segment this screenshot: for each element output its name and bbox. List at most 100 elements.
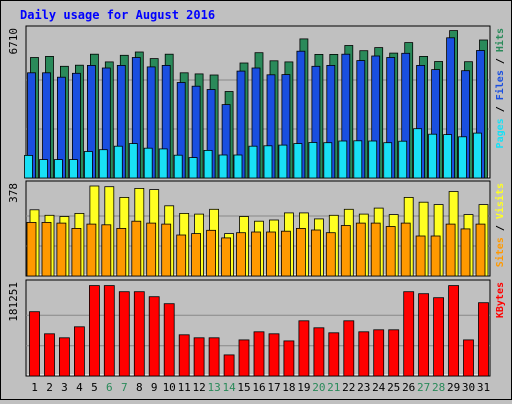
bar-kbytes [193, 337, 205, 377]
bar-sites [415, 235, 426, 277]
bar-pages [293, 143, 303, 179]
bar-kbytes [268, 333, 280, 377]
bar-kbytes [373, 329, 385, 377]
x-tick-label: 8 [136, 381, 143, 394]
x-tick-label: 30 [462, 381, 475, 394]
bar-pages [458, 136, 467, 179]
bar-sites [86, 223, 97, 277]
bar-pages [398, 140, 408, 179]
bar-sites [340, 225, 351, 277]
bar-pages [308, 142, 318, 179]
x-tick-label: 6 [106, 381, 113, 394]
bar-sites [131, 220, 142, 277]
bar-kbytes [343, 320, 355, 377]
bar-sites [26, 221, 37, 277]
bar-kbytes [478, 302, 489, 377]
scale-label: 378 [7, 183, 20, 203]
bar-sites [385, 226, 396, 277]
x-tick-label: 1 [31, 381, 38, 394]
bar-pages [338, 140, 348, 179]
x-tick-label: 19 [297, 381, 310, 394]
legend-entry: / [495, 52, 506, 70]
bar-kbytes [283, 340, 295, 377]
bar-pages [278, 144, 288, 179]
bar-pages [323, 142, 333, 179]
bar-sites [280, 230, 291, 277]
legend-entry: Visits [494, 183, 506, 219]
bar-sites [400, 222, 411, 277]
x-tick-label: 2 [46, 381, 53, 394]
x-tick-label: 13 [207, 381, 220, 394]
x-tick-label: 16 [252, 381, 265, 394]
bar-pages [173, 154, 183, 179]
bar-pages [24, 154, 33, 179]
legend-entry: Pages [495, 118, 506, 148]
x-tick-label: 22 [342, 381, 355, 394]
bar-pages [128, 143, 138, 179]
bar-kbytes [418, 293, 430, 377]
x-tick-label: 21 [327, 381, 340, 394]
chart-title: Daily usage for August 2016 [20, 8, 215, 22]
bar-sites [116, 227, 127, 277]
bar-kbytes [313, 327, 325, 377]
bar-sites [206, 229, 217, 277]
bar-pages [383, 142, 393, 179]
bar-sites [370, 222, 381, 277]
x-tick-label: 7 [121, 381, 128, 394]
bar-sites [266, 231, 276, 277]
bar-sites [310, 229, 321, 277]
bar-sites [475, 223, 486, 277]
x-tick-label: 3 [61, 381, 68, 394]
x-tick-label: 9 [151, 381, 158, 394]
bar-sites [176, 234, 187, 277]
bar-pages [203, 149, 213, 179]
legend-entry: KBytes [495, 282, 506, 318]
bar-kbytes [148, 296, 160, 377]
bar-kbytes [59, 337, 70, 377]
bar-sites [101, 224, 112, 277]
bar-pages [84, 151, 93, 179]
bar-pages [143, 147, 153, 179]
x-tick-label: 31 [477, 381, 490, 394]
bar-kbytes [74, 326, 85, 377]
x-tick-label: 18 [282, 381, 295, 394]
panel-legend: Pages / Files / Hits [494, 28, 506, 148]
x-tick-label: 24 [372, 381, 386, 394]
bar-sites [445, 223, 456, 277]
legend-entry: / [495, 100, 506, 118]
bar-kbytes [223, 354, 235, 377]
bar-kbytes [253, 331, 265, 377]
panel-bottom: 181251 KBytes [7, 279, 506, 377]
bar-sites [221, 237, 232, 277]
bar-kbytes [463, 339, 474, 377]
bar-sites [430, 235, 441, 277]
bar-kbytes [403, 291, 415, 377]
x-tick-label: 23 [357, 381, 370, 394]
bar-kbytes [118, 291, 130, 377]
x-axis-labels: 1 2 3 4 5 6 7 8 9 10 11 12 13 14 15 16 17 18 19 20 21 22 23 24 2… [31, 381, 490, 394]
bar-pages [368, 140, 378, 179]
legend-entry: Sites [494, 237, 506, 267]
bar-pages [413, 128, 423, 179]
bar-kbytes [178, 334, 190, 377]
bar-sites [236, 232, 246, 277]
bar-pages [248, 145, 258, 179]
bar-kbytes [448, 285, 460, 377]
bar-sites [325, 232, 336, 277]
bar-sites [191, 233, 202, 277]
x-tick-label: 12 [192, 381, 205, 394]
x-tick-label: 11 [178, 381, 191, 394]
scale-label: 181251 [7, 282, 20, 322]
bar-sites [355, 222, 366, 277]
panel-top: 6710 Pages / Files / Hits [7, 25, 506, 179]
bar-sites [146, 222, 157, 277]
x-tick-label: 4 [76, 381, 83, 394]
x-tick-label: 25 [387, 381, 400, 394]
x-tick-label: 27 [417, 381, 430, 394]
bar-pages [473, 132, 482, 179]
bar-kbytes [133, 291, 145, 377]
bar-pages [263, 145, 273, 179]
x-tick-label: 20 [312, 381, 325, 394]
